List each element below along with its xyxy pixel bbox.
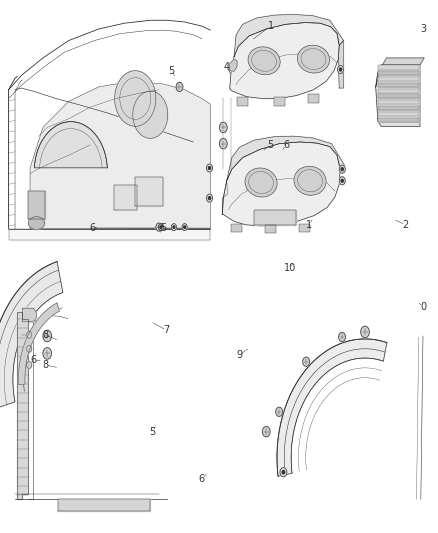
Text: 5: 5 [268,140,274,150]
Polygon shape [115,71,156,126]
Circle shape [207,164,212,172]
Circle shape [156,223,162,231]
Text: 7: 7 [163,325,170,335]
Text: 6: 6 [89,223,95,233]
Circle shape [27,332,32,338]
Circle shape [208,197,211,199]
Polygon shape [376,58,424,87]
Text: 8: 8 [42,360,48,370]
Polygon shape [28,191,45,219]
Circle shape [219,122,227,133]
Circle shape [182,224,187,231]
Text: 9: 9 [237,350,243,360]
Text: 4: 4 [224,62,230,71]
Text: 0: 0 [420,302,426,312]
Circle shape [43,330,52,342]
Text: 2: 2 [403,220,409,230]
Polygon shape [133,91,168,139]
Circle shape [176,82,183,92]
Circle shape [27,345,32,352]
Polygon shape [378,83,419,87]
Circle shape [262,426,270,437]
Circle shape [171,224,177,231]
Text: 5: 5 [169,66,175,76]
Ellipse shape [28,217,45,229]
Polygon shape [223,142,340,226]
Text: 8: 8 [42,330,48,340]
Polygon shape [277,339,387,477]
FancyBboxPatch shape [237,97,248,106]
Text: 6: 6 [283,140,289,150]
Polygon shape [30,81,210,229]
Polygon shape [378,77,419,81]
Circle shape [282,471,285,474]
Polygon shape [376,65,420,126]
Polygon shape [378,71,419,75]
FancyBboxPatch shape [299,224,311,232]
Polygon shape [339,41,343,88]
Circle shape [184,226,186,228]
Polygon shape [378,66,419,69]
Polygon shape [378,118,419,122]
Text: 1: 1 [306,220,312,230]
Polygon shape [114,185,138,209]
Polygon shape [378,88,419,93]
Text: 5: 5 [149,426,155,437]
Circle shape [160,226,162,228]
FancyBboxPatch shape [308,94,319,103]
Circle shape [280,467,287,477]
Circle shape [219,139,227,149]
Ellipse shape [248,47,280,75]
Polygon shape [135,177,163,206]
Text: 6: 6 [30,356,36,365]
Circle shape [303,357,310,366]
Polygon shape [58,499,150,511]
Text: 5: 5 [160,223,166,233]
Polygon shape [227,136,344,181]
Polygon shape [230,22,339,99]
Circle shape [27,361,32,368]
Polygon shape [234,14,343,57]
Circle shape [361,326,369,338]
Ellipse shape [245,168,277,197]
Polygon shape [378,112,419,116]
Text: 3: 3 [420,24,426,34]
FancyBboxPatch shape [265,225,276,233]
Polygon shape [35,122,107,168]
Text: 10: 10 [284,263,296,273]
Ellipse shape [297,45,329,73]
Polygon shape [378,100,419,104]
Polygon shape [18,303,60,385]
Circle shape [208,167,211,169]
Polygon shape [230,59,237,71]
Polygon shape [378,94,419,99]
Polygon shape [9,229,210,240]
Circle shape [341,168,343,171]
Polygon shape [0,262,63,410]
Polygon shape [17,312,28,499]
Circle shape [341,179,343,182]
Circle shape [173,226,175,228]
Polygon shape [378,106,419,110]
Polygon shape [22,308,36,321]
FancyBboxPatch shape [230,224,242,232]
Polygon shape [254,209,296,225]
Circle shape [159,224,164,231]
Circle shape [276,407,283,416]
Polygon shape [223,181,228,214]
Circle shape [339,333,346,342]
Text: 1: 1 [268,21,274,31]
Text: 6: 6 [199,474,205,484]
Circle shape [207,194,212,202]
Ellipse shape [294,166,326,195]
Circle shape [339,68,342,71]
Circle shape [339,177,345,185]
Circle shape [43,348,52,359]
Circle shape [338,66,343,74]
Circle shape [339,165,345,173]
FancyBboxPatch shape [274,97,285,106]
